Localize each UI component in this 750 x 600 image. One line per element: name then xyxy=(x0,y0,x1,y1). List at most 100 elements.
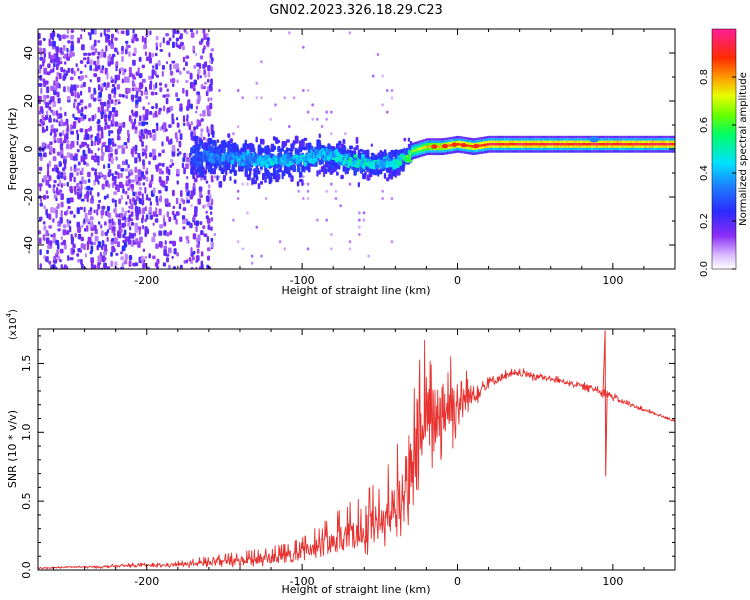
spectrogram-cell xyxy=(100,209,105,216)
spectrogram-cell xyxy=(45,125,49,132)
spectrogram-cell xyxy=(564,140,567,144)
spectrogram-cell xyxy=(110,260,114,267)
spectrogram-cell xyxy=(116,241,121,248)
spectrogram-cell xyxy=(120,195,123,200)
spectrogram-cell xyxy=(163,105,166,112)
spectrogram-cell xyxy=(499,140,502,144)
spectrogram-cell xyxy=(302,197,305,200)
spectrogram-cell xyxy=(108,93,112,100)
spectrogram-cell xyxy=(138,198,142,205)
spectrogram-cell xyxy=(144,226,148,233)
spectrogram-cell xyxy=(522,147,525,151)
spectrogram-cell xyxy=(673,135,675,139)
spectrogram-cell xyxy=(141,64,145,69)
spectrogram-cell xyxy=(206,236,209,243)
colorbar: 0.00.20.40.60.8 Normalized spectral ampl… xyxy=(699,28,749,277)
spectrogram-cell xyxy=(53,132,57,137)
spectrogram-cell xyxy=(259,149,263,155)
spectrogram-cell xyxy=(201,142,204,149)
spectrogram-cell xyxy=(513,147,516,151)
spectrogram-cell xyxy=(59,47,63,54)
spectrogram-cell xyxy=(507,150,509,153)
spectrogram-cell xyxy=(362,163,366,170)
spectrogram-cell xyxy=(117,101,121,105)
spectrogram-cell xyxy=(457,147,460,151)
spectrogram-cell xyxy=(605,143,607,146)
spectrogram-cell xyxy=(670,135,672,139)
spectrogram-cell xyxy=(161,170,164,175)
spectrogram-cell xyxy=(664,143,666,146)
spectrogram-cell xyxy=(120,184,125,189)
spectrogram-cell xyxy=(236,189,240,193)
spectrogram-cell xyxy=(106,82,110,88)
spectrogram-cell xyxy=(151,174,154,182)
spectrogram-cell xyxy=(664,150,666,153)
spectrogram-cell xyxy=(612,135,615,139)
spectrogram-cell xyxy=(185,182,189,190)
spectrogram-cell xyxy=(130,233,135,239)
spectrogram-cell xyxy=(507,147,509,151)
spectrogram-cell xyxy=(144,206,147,212)
spectrogram-cell xyxy=(544,135,547,139)
spectrogram-cell xyxy=(620,135,623,139)
spectrogram-cell xyxy=(220,149,224,154)
spectrogram-cell xyxy=(496,147,498,151)
spectrogram-cell xyxy=(158,152,162,157)
spectrogram-cell xyxy=(597,140,599,144)
spectrogram-cell xyxy=(59,248,64,254)
spectrogram-cell xyxy=(567,147,570,151)
spectrogram-cell xyxy=(55,197,58,202)
spectrogram-cell xyxy=(521,138,523,141)
spectrogram-cell xyxy=(665,135,668,139)
spectrogram-cell xyxy=(625,143,627,146)
spectrogram-cell xyxy=(306,110,310,114)
spectrogram-cell xyxy=(431,150,433,153)
spectrogram-cell xyxy=(76,129,79,135)
spectrogram-cell xyxy=(511,147,514,151)
spectrogram-cell xyxy=(555,145,558,148)
spectrogram-cell xyxy=(162,94,167,98)
spectrogram-cell xyxy=(122,188,125,194)
spectrogram-cell xyxy=(483,141,486,144)
spectrogram-cell xyxy=(60,210,63,218)
spectrogram-cell xyxy=(488,143,491,146)
spectrogram-cell xyxy=(38,95,42,102)
spectrogram-cell xyxy=(434,147,436,151)
spectrogram-cell xyxy=(639,135,641,139)
spectrogram-cell xyxy=(640,145,643,148)
spectrogram-cell xyxy=(97,124,101,131)
spectrogram-cell xyxy=(423,151,425,154)
spectrogram-cell xyxy=(442,150,444,153)
spectrogram-cell xyxy=(145,114,149,121)
spectrogram-cell xyxy=(631,150,634,153)
spectrogram-cell xyxy=(165,93,170,98)
spectrogram-cell xyxy=(403,164,406,168)
spectrogram-cell xyxy=(605,150,607,153)
spectrogram-cell xyxy=(594,150,596,153)
spectrogram-cell xyxy=(209,205,213,210)
spectrogram-cell xyxy=(502,135,505,139)
spectrogram-cell xyxy=(149,214,153,220)
spectrogram-cell xyxy=(609,145,612,148)
spectrogram-cell xyxy=(93,87,96,95)
spectrogram-cell xyxy=(628,135,631,139)
spectrogram-cell xyxy=(197,72,200,80)
spectrogram-cell xyxy=(435,138,438,141)
spectrogram-cell xyxy=(108,110,112,117)
spectrogram-cell xyxy=(264,177,267,183)
spectrogram-cell xyxy=(656,150,659,153)
spectrogram-cell xyxy=(577,147,579,151)
spectrogram-cell xyxy=(106,124,111,129)
spectrogram-cell xyxy=(156,74,159,78)
spectrogram-cell xyxy=(115,156,118,161)
spectrogram-cell xyxy=(620,143,623,146)
spectrogram-cell xyxy=(567,138,570,141)
spectrogram-cell xyxy=(202,110,206,117)
spectrogram-cell xyxy=(182,218,186,225)
spectrogram-cell xyxy=(69,172,74,178)
spectrogram-cell xyxy=(41,114,45,120)
spectrogram-cell xyxy=(473,140,475,144)
spectrogram-cell xyxy=(127,129,130,136)
spectrogram-cell xyxy=(55,213,58,219)
spectrogram-cell xyxy=(58,132,63,137)
